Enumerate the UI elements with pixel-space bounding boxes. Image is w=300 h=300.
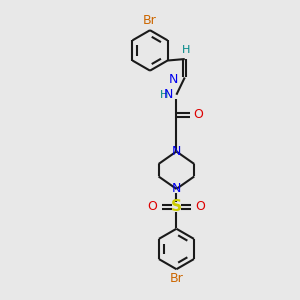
- Text: O: O: [147, 200, 157, 213]
- Text: N: N: [169, 74, 178, 86]
- Text: O: O: [194, 108, 203, 122]
- Text: Br: Br: [143, 14, 157, 27]
- Text: N: N: [164, 88, 173, 101]
- Text: H: H: [160, 90, 168, 100]
- Text: N: N: [172, 145, 181, 158]
- Text: O: O: [196, 200, 206, 213]
- Text: S: S: [171, 199, 182, 214]
- Text: Br: Br: [169, 272, 183, 285]
- Text: N: N: [172, 182, 181, 195]
- Text: H: H: [182, 45, 190, 55]
